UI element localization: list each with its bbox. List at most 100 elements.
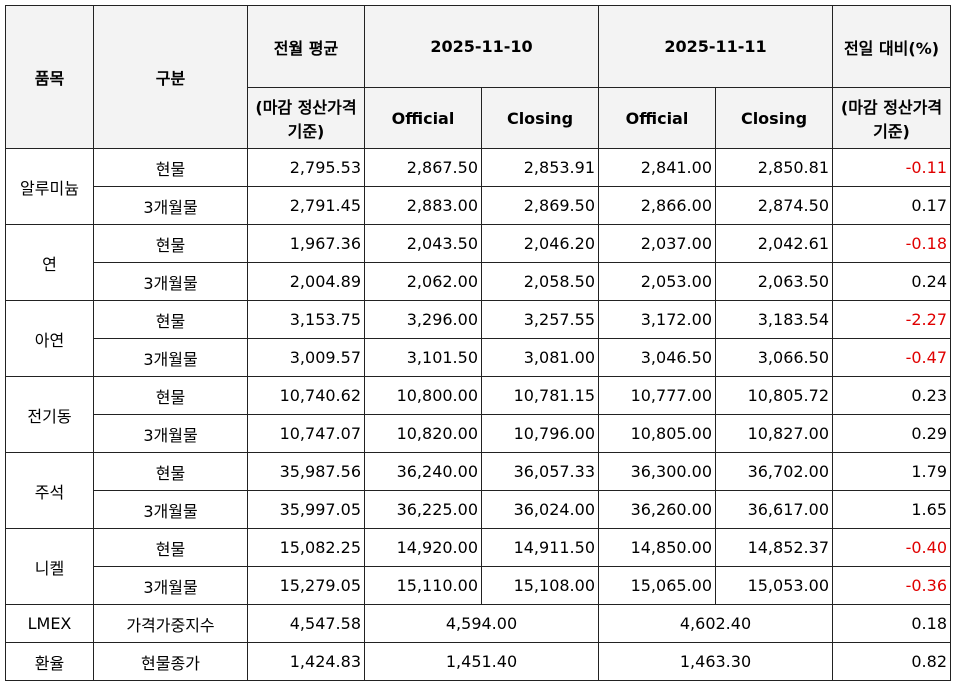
cell: 현물: [93, 224, 248, 263]
header-cell: Closing: [481, 87, 599, 149]
cell: -0.47: [832, 338, 951, 377]
cell: 15,110.00: [364, 566, 482, 605]
header-cell: 구분: [93, 5, 248, 149]
cell: 10,777.00: [598, 376, 716, 415]
header-row: (마감 정산가격 기준) Official Closing Official C…: [6, 87, 951, 149]
cell: 주석: [5, 452, 94, 529]
cell: 1.79: [832, 452, 951, 491]
cell: 2,058.50: [481, 262, 599, 301]
cell: 2,853.91: [481, 148, 599, 187]
table-body: 알루미늄 현물 2,795.53 2,867.50 2,853.91 2,841.00 2,…: [5, 148, 951, 681]
price-table: 품목 구분 전월 평균 2025-11-10 2025-11-11 전일 대비(…: [5, 5, 951, 681]
cell: 3개월물: [93, 262, 248, 301]
cell: 3,066.50: [715, 338, 833, 377]
cell: 3,009.57: [247, 338, 365, 377]
cell: 3,046.50: [598, 338, 716, 377]
cell: 2,791.45: [247, 186, 365, 225]
cell: 가격가중지수: [93, 604, 248, 643]
cell: 현물: [93, 528, 248, 567]
cell: 35,987.56: [247, 452, 365, 491]
cell: 14,850.00: [598, 528, 716, 567]
cell: 2,866.00: [598, 186, 716, 225]
cell: 아연: [5, 300, 94, 377]
data-row: 3개월물 35,997.05 36,225.00 36,024.00 36,260.00…: [6, 490, 951, 529]
cell: 10,740.62: [247, 376, 365, 415]
data-row: 아연 현물 3,153.75 3,296.00 3,257.55 3,172.00 3,18…: [5, 300, 951, 377]
data-row: 3개월물 15,279.05 15,110.00 15,108.00 15,065.00…: [6, 566, 951, 605]
cell: 1,451.40: [364, 642, 599, 681]
cell: 2,042.61: [715, 224, 833, 263]
cell: 2,867.50: [364, 148, 482, 187]
cell: 36,240.00: [364, 452, 482, 491]
cell: 10,805.00: [598, 414, 716, 453]
cell: 1,967.36: [247, 224, 365, 263]
cell: 3개월물: [93, 338, 248, 377]
cell: 전기동: [5, 376, 94, 453]
data-row: 주석 현물 35,987.56 36,240.00 36,057.33 36,300.00…: [5, 452, 951, 529]
header-cell: Official: [364, 87, 482, 149]
data-row: 3개월물 2,004.89 2,062.00 2,058.50 2,053.00 2,06…: [6, 262, 951, 301]
data-row: 알루미늄 현물 2,795.53 2,867.50 2,853.91 2,841.00 2,…: [5, 148, 951, 225]
cell: 15,108.00: [481, 566, 599, 605]
cell: -0.36: [832, 566, 951, 605]
cell: LMEX: [5, 604, 94, 643]
cell: 10,827.00: [715, 414, 833, 453]
cell: 3,081.00: [481, 338, 599, 377]
cell: 36,260.00: [598, 490, 716, 529]
cell: 15,082.25: [247, 528, 365, 567]
cell: 2,046.20: [481, 224, 599, 263]
header-cell: 전일 대비(%): [832, 5, 951, 88]
cell: 36,300.00: [598, 452, 716, 491]
cell: 36,225.00: [364, 490, 482, 529]
cell: 2,053.00: [598, 262, 716, 301]
header-cell: (마감 정산가격 기준): [247, 87, 365, 149]
header-cell: Closing: [715, 87, 833, 149]
cell: 2,037.00: [598, 224, 716, 263]
data-row: 3개월물 2,791.45 2,883.00 2,869.50 2,866.00 2,87…: [6, 186, 951, 225]
data-row: 3개월물 3,009.57 3,101.50 3,081.00 3,046.50 3,06…: [6, 338, 951, 377]
cell: 2,004.89: [247, 262, 365, 301]
cell: 10,781.15: [481, 376, 599, 415]
cell: 현물: [93, 376, 248, 415]
cell: 0.24: [832, 262, 951, 301]
cell: 현물: [93, 148, 248, 187]
cell: -0.40: [832, 528, 951, 567]
cell: 15,065.00: [598, 566, 716, 605]
cell: 3,153.75: [247, 300, 365, 339]
cell: 14,852.37: [715, 528, 833, 567]
cell: 3개월물: [93, 566, 248, 605]
cell: 36,057.33: [481, 452, 599, 491]
data-row: 니켈 현물 15,082.25 14,920.00 14,911.50 14,850.00…: [5, 528, 951, 605]
cell: 현물종가: [93, 642, 248, 681]
cell: 10,796.00: [481, 414, 599, 453]
cell: 2,841.00: [598, 148, 716, 187]
cell: 0.23: [832, 376, 951, 415]
cell: 현물: [93, 300, 248, 339]
cell: 10,800.00: [364, 376, 482, 415]
cell: 1.65: [832, 490, 951, 529]
cell: 니켈: [5, 528, 94, 605]
cell: 14,920.00: [364, 528, 482, 567]
cell: 0.29: [832, 414, 951, 453]
cell: 35,997.05: [247, 490, 365, 529]
cell: 1,463.30: [598, 642, 833, 681]
cell: 14,911.50: [481, 528, 599, 567]
cell: -0.11: [832, 148, 951, 187]
data-row: LMEX 가격가중지수 4,547.58 4,594.00 4,602.40 0.18: [5, 604, 951, 643]
cell: 36,702.00: [715, 452, 833, 491]
cell: 3개월물: [93, 414, 248, 453]
cell: 3개월물: [93, 490, 248, 529]
cell: 알루미늄: [5, 148, 94, 225]
cell: 연: [5, 224, 94, 301]
cell: 2,850.81: [715, 148, 833, 187]
header-cell: 2025-11-11: [598, 5, 833, 88]
cell: 2,869.50: [481, 186, 599, 225]
cell: 10,747.07: [247, 414, 365, 453]
cell: 15,279.05: [247, 566, 365, 605]
header-row: 품목 구분 전월 평균 2025-11-10 2025-11-11 전일 대비(…: [5, 5, 951, 149]
cell: 2,874.50: [715, 186, 833, 225]
header-cell: 전월 평균: [247, 5, 365, 88]
cell: 15,053.00: [715, 566, 833, 605]
cell: 2,063.50: [715, 262, 833, 301]
